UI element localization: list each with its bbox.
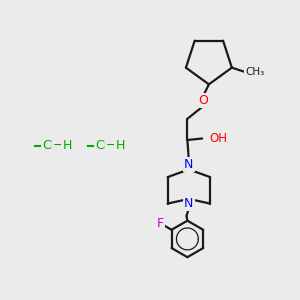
Text: −: −	[106, 139, 116, 152]
Text: N: N	[184, 197, 194, 210]
Text: CH₃: CH₃	[245, 67, 264, 77]
Text: N: N	[184, 158, 194, 171]
Text: F: F	[157, 217, 164, 230]
Text: O: O	[199, 94, 208, 107]
Text: H: H	[62, 139, 72, 152]
Text: −: −	[53, 139, 63, 152]
Text: Cl: Cl	[42, 139, 55, 152]
Text: OH: OH	[210, 132, 228, 145]
Text: Cl: Cl	[95, 139, 107, 152]
Text: H: H	[115, 139, 125, 152]
